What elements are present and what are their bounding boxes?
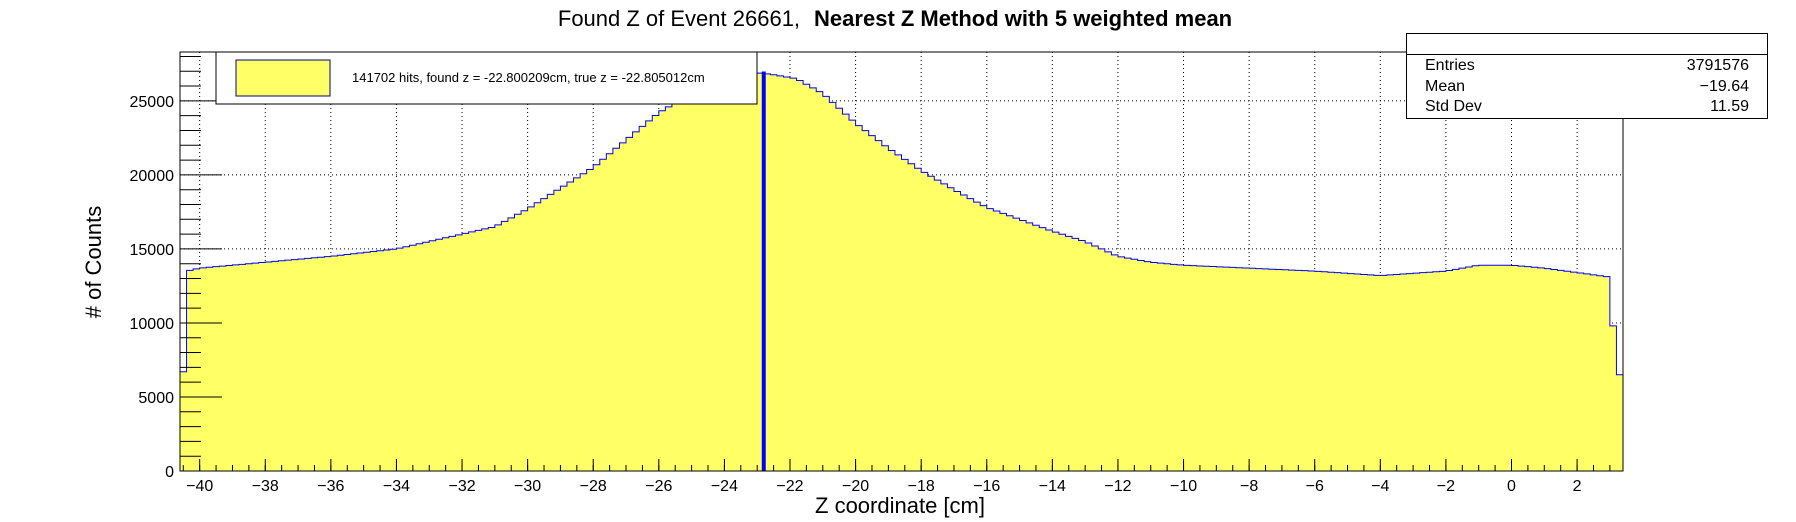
- x-tick-label: −36: [317, 478, 344, 495]
- title-plain: Found Z of Event 26661,: [558, 6, 800, 31]
- x-tick-label: −40: [186, 478, 213, 495]
- y-tick-label: 5000: [138, 390, 174, 407]
- y-tick-label: 20000: [130, 168, 175, 185]
- histogram-area: [179, 72, 1624, 472]
- chart-title: Found Z of Event 26661, Nearest Z Method …: [558, 6, 1232, 31]
- x-tick-label: −24: [711, 478, 738, 495]
- plot-frame: [179, 51, 1624, 472]
- x-tick-label: −14: [1039, 478, 1066, 495]
- stats-stddev-row: Std Dev 11.59: [1407, 97, 1767, 118]
- stats-entries-value: 3791576: [1686, 57, 1749, 74]
- stats-stddev-value: 11.59: [1710, 98, 1749, 115]
- legend-swatch: [235, 59, 331, 97]
- y-axis-title: # of Counts: [81, 206, 106, 319]
- x-axis: −40 −38 −36 −34 −32 −30 −28 −26 −24 −22 −20 −18 −16−…: [182, 459, 1611, 495]
- x-tick-label: −8: [1240, 478, 1258, 495]
- x-tick-label: −38: [252, 478, 279, 495]
- x-tick-label: −12: [1104, 478, 1131, 495]
- stats-entries-label: Entries: [1425, 57, 1475, 74]
- stats-mean-label: Mean: [1425, 78, 1466, 95]
- title-bold: Nearest Z Method with 5 weighted mean: [814, 6, 1232, 31]
- y-tick-label: 25000: [130, 94, 175, 111]
- x-tick-label: −16: [973, 478, 1000, 495]
- stats-box: Entries 3791576 Mean −19.64 Std Dev 11.5…: [1406, 33, 1768, 119]
- x-tick-label: −22: [776, 478, 803, 495]
- y-tick-label: 15000: [130, 242, 175, 259]
- y-tick-label: 10000: [130, 316, 175, 333]
- x-tick-label: −26: [645, 478, 672, 495]
- x-tick-label: −18: [908, 478, 935, 495]
- stats-entries-row: Entries 3791576: [1407, 56, 1767, 77]
- x-tick-label: 0: [1507, 478, 1516, 495]
- x-tick-label: −28: [580, 478, 607, 495]
- y-axis: 0 5000 10000 15000 20000 25000: [130, 55, 222, 481]
- x-tick-label: −34: [383, 478, 410, 495]
- x-tick-label: −32: [448, 478, 475, 495]
- stats-mean-value: −19.64: [1699, 78, 1749, 95]
- histogram-series: [179, 72, 1624, 472]
- y-tick-label: 0: [165, 464, 174, 481]
- x-tick-label: −30: [514, 478, 541, 495]
- x-tick-label: −6: [1306, 478, 1324, 495]
- stats-header: [1407, 34, 1767, 55]
- x-tick-label: −4: [1371, 478, 1389, 495]
- x-axis-title: Z coordinate [cm]: [815, 493, 985, 518]
- legend-label: 141702 hits, found z = -22.800209cm, tru…: [352, 70, 705, 85]
- legend: 141702 hits, found z = -22.800209cm, tru…: [215, 51, 758, 105]
- stats-mean-row: Mean −19.64: [1407, 77, 1767, 98]
- x-tick-label: −10: [1170, 478, 1197, 495]
- stats-stddev-label: Std Dev: [1425, 98, 1482, 115]
- x-tick-label: −20: [842, 478, 869, 495]
- x-tick-label: −2: [1437, 478, 1455, 495]
- x-tick-label: 2: [1573, 478, 1582, 495]
